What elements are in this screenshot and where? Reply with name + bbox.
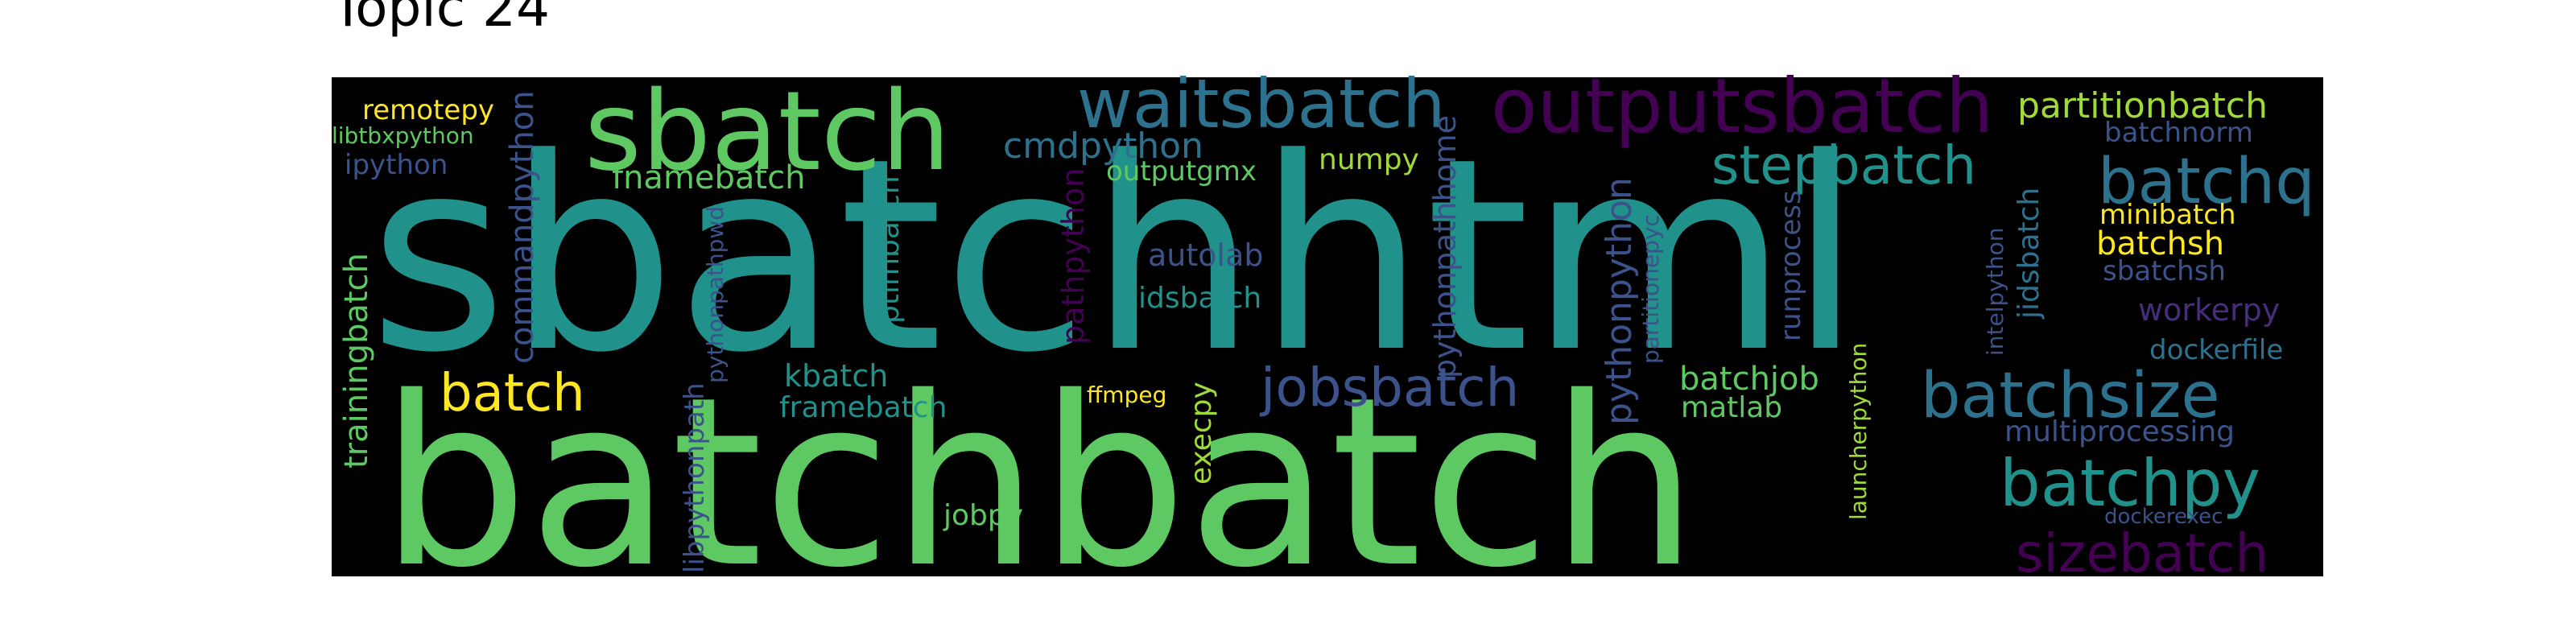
word-outputsbatch: outputsbatch: [1491, 63, 1993, 151]
word-batchbatch: batchbatch: [380, 348, 1698, 619]
word-jidsbatch: jidsbatch: [2013, 188, 2046, 320]
word-kbatch: kbatch: [784, 358, 888, 394]
word-libtbxpython: libtbxpython: [332, 122, 474, 149]
word-optimbatch: optimbatch: [873, 175, 906, 341]
word-sbatch: sbatch: [584, 68, 951, 196]
word-sbatchsh: sbatchsh: [2103, 255, 2226, 287]
word-launcherpython: launcherpython: [1845, 343, 1872, 520]
word-pythonpathhome: pythonpathhome: [1427, 115, 1463, 378]
word-ffmpeg: ffmpeg: [1087, 382, 1166, 408]
word-cmdpython: cmdpython: [1003, 126, 1203, 167]
word-numpy: numpy: [1319, 143, 1419, 176]
word-multiprocessing: multiprocessing: [2004, 415, 2235, 448]
word-waitsbatch: waitsbatch: [1077, 64, 1445, 143]
word-pythonpython: pythonpython: [1599, 177, 1640, 425]
word-intelpython: intelpython: [1982, 228, 2008, 356]
word-batchnorm: batchnorm: [2104, 117, 2253, 149]
word-sbatchhtml: sbatchhtml: [369, 101, 1862, 411]
word-ipython: ipython: [345, 149, 448, 181]
word-idsbatch: idsbatch: [1138, 282, 1261, 315]
word-fnamebatch: fnamebatch: [612, 159, 805, 196]
word-batchsize: batchsize: [1921, 360, 2219, 432]
word-workerpy: workerpy: [2138, 292, 2280, 328]
word-partitionbatch: partitionbatch: [2017, 85, 2268, 126]
word-trainingbatch: trainingbatch: [338, 253, 375, 469]
word-batchsh: batchsh: [2096, 225, 2224, 262]
word-sizebatch: sizebatch: [2016, 522, 2268, 584]
word-pathpython: pathpython: [1055, 168, 1091, 345]
word-jobpy: jobpy: [943, 499, 1023, 532]
word-runprocess: runprocess: [1775, 190, 1807, 341]
cloud-background: [332, 77, 2323, 576]
word-framebatch: framebatch: [779, 391, 947, 424]
word-dockerfile: dockerfile: [2149, 334, 2283, 366]
word-minibatch: minibatch: [2099, 199, 2236, 231]
word-batchjob: batchjob: [1679, 361, 1819, 398]
word-stepbatch: stepbatch: [1711, 134, 1976, 196]
word-partitionepyc: partitionepyc: [1637, 214, 1664, 364]
word-execpy: execpy: [1185, 382, 1218, 485]
word-outputgmx: outputgmx: [1106, 155, 1257, 188]
word-pythonpathpwd: pythonpathpwd: [702, 206, 729, 383]
word-batch: batch: [440, 364, 585, 423]
word-autolab: autolab: [1148, 237, 1263, 273]
chart-title: Topic 24: [332, 0, 550, 39]
word-remotepy: remotepy: [362, 94, 494, 126]
word-matlab: matlab: [1681, 391, 1782, 424]
word-commandpython: commandpython: [504, 90, 541, 364]
word-jobsbatch: jobsbatch: [1259, 357, 1519, 419]
word-libpythonpath: libpythonpath: [679, 382, 711, 573]
word-batchpy: batchpy: [2000, 446, 2260, 521]
word-dockerexec: dockerexec: [2104, 505, 2223, 529]
word-batchq: batchq: [2098, 146, 2315, 218]
